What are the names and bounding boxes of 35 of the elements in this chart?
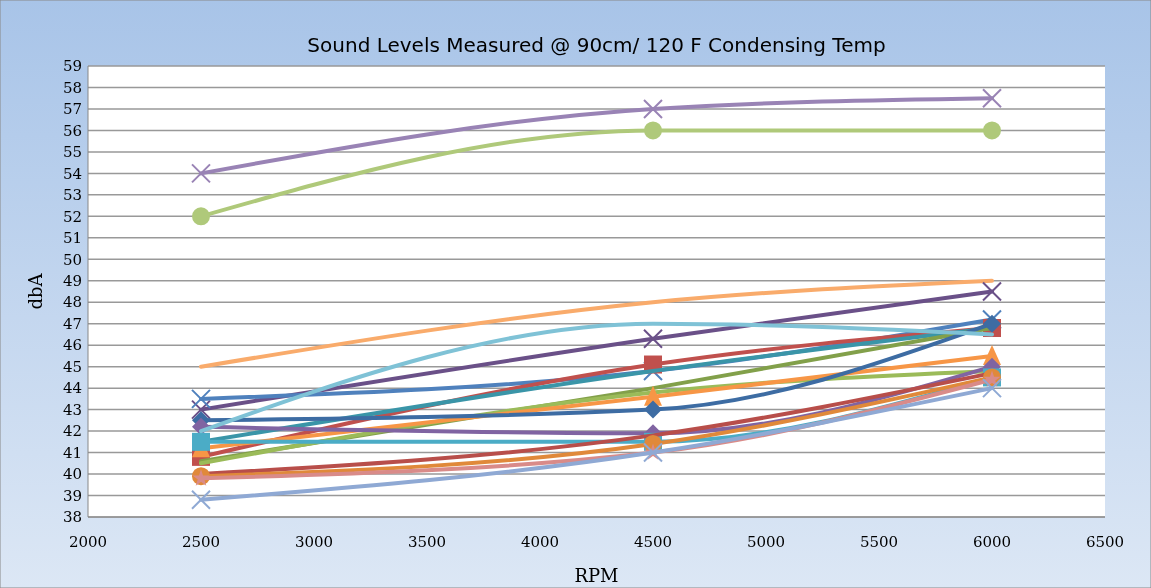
x-tick-label: 6500: [1085, 533, 1125, 551]
y-tick-label: 52: [62, 207, 82, 226]
x-axis-title: RPM: [574, 565, 619, 586]
y-tick-label: 48: [62, 293, 82, 312]
y-tick-label: 45: [62, 357, 82, 376]
x-tick-label: 4000: [520, 533, 560, 551]
y-tick-label: 42: [62, 422, 82, 441]
y-tick-label: 54: [62, 164, 82, 183]
y-tick-label: 55: [62, 143, 82, 162]
y-tick-label: 46: [62, 336, 82, 355]
y-tick-label: 53: [62, 186, 82, 205]
y-tick-label: 40: [62, 465, 82, 484]
chart-title: Sound Levels Measured @ 90cm/ 120 F Condensing Temp: [307, 33, 886, 57]
y-tick-label: 44: [62, 379, 82, 398]
x-tick-label: 2500: [181, 533, 221, 551]
x-tick-label: 3000: [294, 533, 334, 551]
y-tick-label: 50: [62, 250, 82, 269]
x-tick-label: 6000: [972, 533, 1012, 551]
x-tick-label: 2000: [68, 533, 108, 551]
y-tick-label: 38: [62, 508, 82, 527]
y-tick-label: 51: [62, 229, 82, 248]
y-tick-label: 56: [62, 121, 82, 140]
y-tick-label: 59: [62, 57, 82, 76]
y-axis-title: dbA: [25, 272, 46, 310]
x-tick-label: 4500: [633, 533, 673, 551]
y-tick-label: 39: [62, 486, 82, 505]
x-tick-label: 5500: [859, 533, 899, 551]
y-tick-label: 47: [62, 314, 82, 333]
y-tick-label: 49: [62, 272, 82, 291]
y-tick-label: 57: [62, 100, 82, 119]
x-tick-label: 5000: [746, 533, 786, 551]
y-tick-label: 41: [62, 443, 82, 462]
x-tick-label: 3500: [407, 533, 447, 551]
y-tick-label: 58: [62, 78, 82, 97]
y-tick-label: 43: [62, 400, 82, 419]
